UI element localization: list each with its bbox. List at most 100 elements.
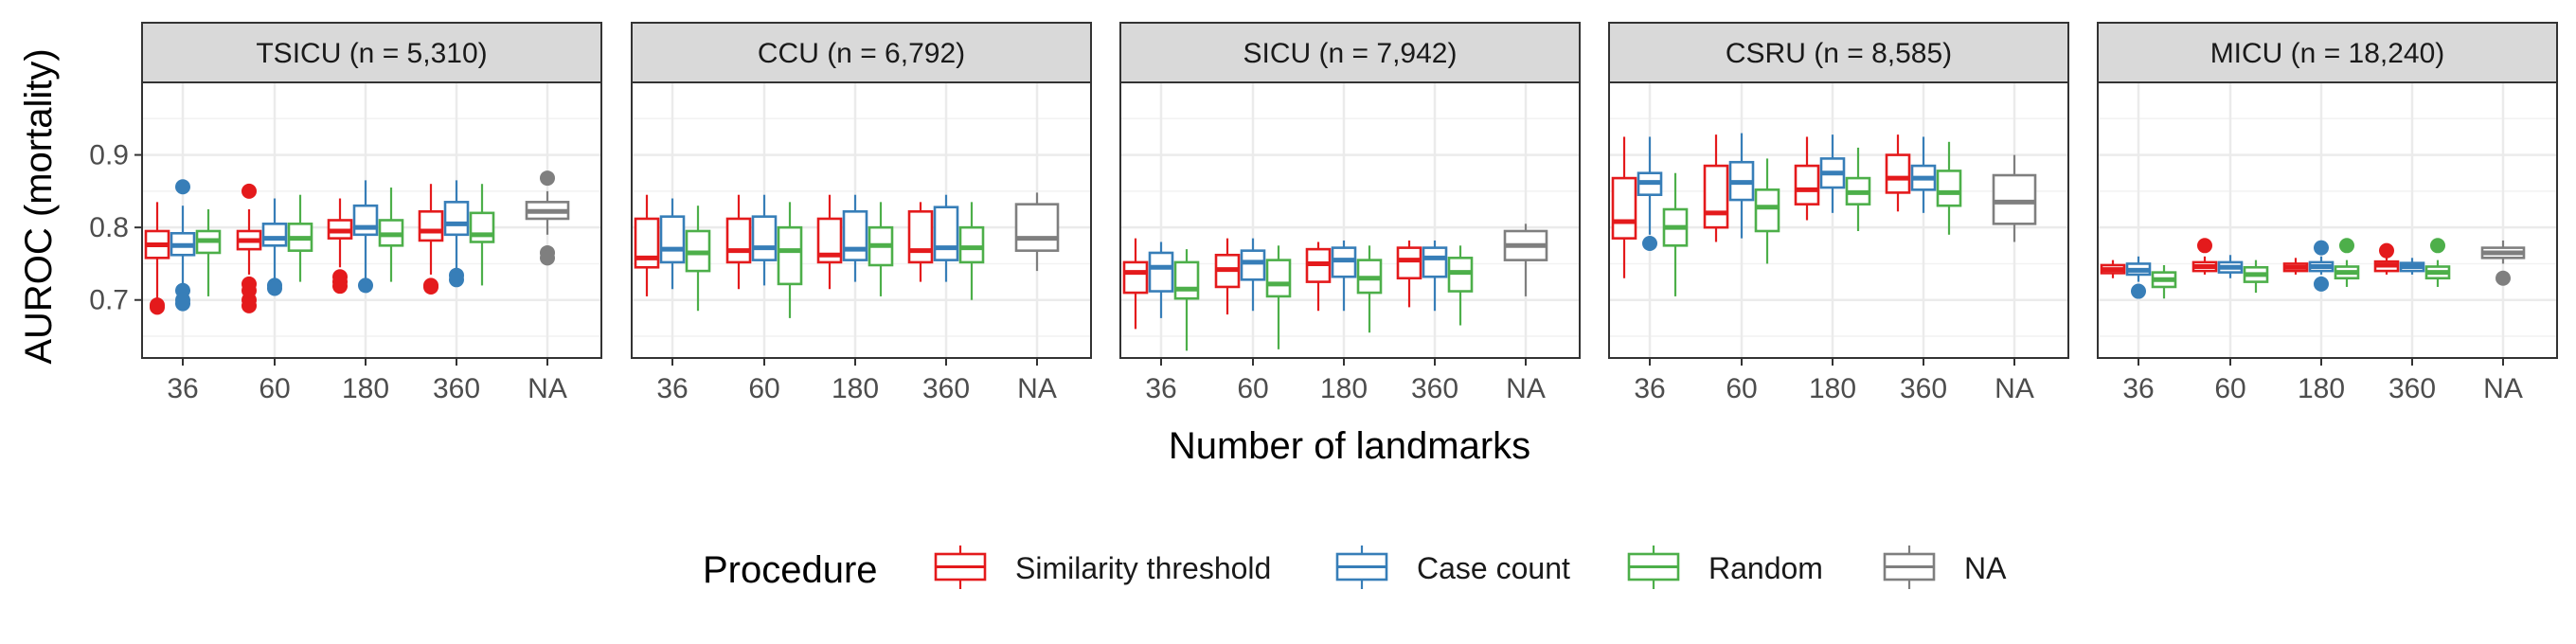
box-similarity-threshold-360 (907, 202, 934, 282)
panel-ccu: CCU (n = 6,792) 36 60 180 360 NA (631, 22, 1092, 404)
box-body (443, 201, 470, 237)
outlier-point (2430, 238, 2445, 254)
box-random-360 (469, 184, 495, 286)
box-similarity-threshold-180 (1794, 136, 1820, 221)
box-random-180 (2334, 238, 2360, 287)
box-similarity-threshold-36 (1611, 136, 1637, 278)
box-body (1173, 260, 1200, 300)
legend-label: Similarity threshold (1015, 551, 1271, 585)
box-body (352, 204, 379, 237)
panel-strip-title: SICU (n = 7,942) (1243, 38, 1458, 69)
box-na-na (1503, 224, 1548, 296)
y-axis-title: AUROC (mortality) (18, 48, 60, 364)
box-similarity-threshold-36 (634, 194, 660, 296)
box-similarity-threshold-60 (2191, 238, 2218, 275)
box-case-count-360 (1422, 240, 1448, 312)
x-tick-label: 60 (1726, 373, 1757, 404)
box-case-count-360 (1910, 136, 1937, 213)
x-tick-label: NA (1995, 373, 2034, 404)
box-random-60 (2243, 259, 2269, 294)
legend-item-random: Random (1627, 546, 1823, 589)
x-tick-label: 36 (2122, 373, 2154, 404)
y-tick-label: 0.9 (89, 140, 129, 171)
x-tick-label: NA (1506, 373, 1546, 404)
box-random-360 (1936, 141, 1962, 235)
legend-label: Random (1708, 551, 1823, 585)
box-case-count-60 (261, 198, 288, 296)
box-similarity-threshold-180 (816, 194, 843, 290)
panel-strip (1119, 22, 1581, 83)
x-tick-label: NA (2483, 373, 2523, 404)
box-body (1422, 246, 1448, 278)
legend: Procedure Similarity threshold Case count… (703, 546, 2007, 591)
outlier-point (175, 295, 190, 312)
panel-strip (141, 22, 602, 83)
box-similarity-threshold-36 (2100, 259, 2126, 278)
outlier-point (175, 179, 190, 195)
box-random-36 (685, 206, 711, 312)
outlier-point (2379, 242, 2394, 259)
box-body (1396, 246, 1422, 280)
box-random-36 (1662, 172, 1689, 296)
y-tick-label: 0.8 (89, 212, 129, 243)
x-tick-label: NA (528, 373, 567, 404)
box-na-na (525, 170, 570, 266)
box-body (725, 217, 752, 264)
panel-border (1119, 81, 1581, 359)
box-random-360 (958, 202, 985, 300)
outlier-point (1642, 236, 1657, 252)
x-tick-label: 36 (167, 373, 198, 404)
panel-strip (2097, 22, 2558, 83)
box-body (842, 210, 868, 261)
legend-label: Case count (1417, 551, 1570, 585)
box-na-na (1992, 154, 2037, 242)
panel-border (141, 81, 602, 359)
box-similarity-threshold-180 (1305, 242, 1332, 312)
box-similarity-threshold-180 (2282, 258, 2309, 275)
box-case-count-180 (2308, 240, 2334, 292)
outlier-point (449, 272, 464, 288)
outlier-point (332, 278, 348, 295)
box-random-60 (777, 202, 803, 318)
box-random-360 (1447, 245, 1474, 326)
panel-tsicu: TSICU (n = 5,310) 36 60 180 360 NA 0.7 0.8 0.9 (89, 22, 602, 404)
box-body (933, 206, 959, 261)
box-case-count-36 (170, 179, 196, 312)
box-similarity-threshold-180 (327, 198, 353, 295)
box-random-60 (1265, 245, 1292, 349)
panel-sicu: SICU (n = 7,942) 36 60 180 360 NA (1119, 22, 1581, 404)
outlier-point (540, 170, 555, 187)
legend-item-na: NA (1883, 546, 2007, 589)
outlier-point (2197, 238, 2212, 254)
panel-border (631, 81, 1092, 359)
box-case-count-60 (1240, 238, 1266, 312)
x-tick-label: 180 (1809, 373, 1856, 404)
box-body (1794, 164, 1820, 206)
panel-strip-title: TSICU (n = 5,310) (256, 38, 487, 69)
box-random-180 (1845, 147, 1871, 231)
panel-border (1608, 81, 2069, 359)
box-random-60 (1754, 158, 1780, 264)
outlier-point (540, 250, 555, 266)
outlier-point (2314, 276, 2329, 292)
panel-border (2097, 81, 2558, 359)
y-tick-label: 0.7 (89, 285, 129, 316)
x-tick-label: 60 (2214, 373, 2245, 404)
box-similarity-threshold-360 (2373, 242, 2400, 275)
box-na-na (2480, 240, 2526, 286)
box-body (659, 215, 686, 264)
x-tick-label: 36 (1634, 373, 1665, 404)
x-tick-label: 180 (342, 373, 389, 404)
box-random-180 (1356, 245, 1383, 333)
outlier-point (2314, 240, 2329, 256)
x-tick-label: 60 (748, 373, 779, 404)
box-case-count-360 (443, 180, 470, 288)
legend-item-similarity-threshold: Similarity threshold (934, 546, 1271, 589)
outlier-point (2339, 238, 2354, 254)
panel-strip-title: CSRU (n = 8,585) (1726, 38, 1952, 69)
x-tick-label: 180 (1320, 373, 1368, 404)
box-random-36 (195, 209, 222, 296)
box-body (1992, 173, 2037, 225)
box-na-na (1014, 192, 1060, 272)
